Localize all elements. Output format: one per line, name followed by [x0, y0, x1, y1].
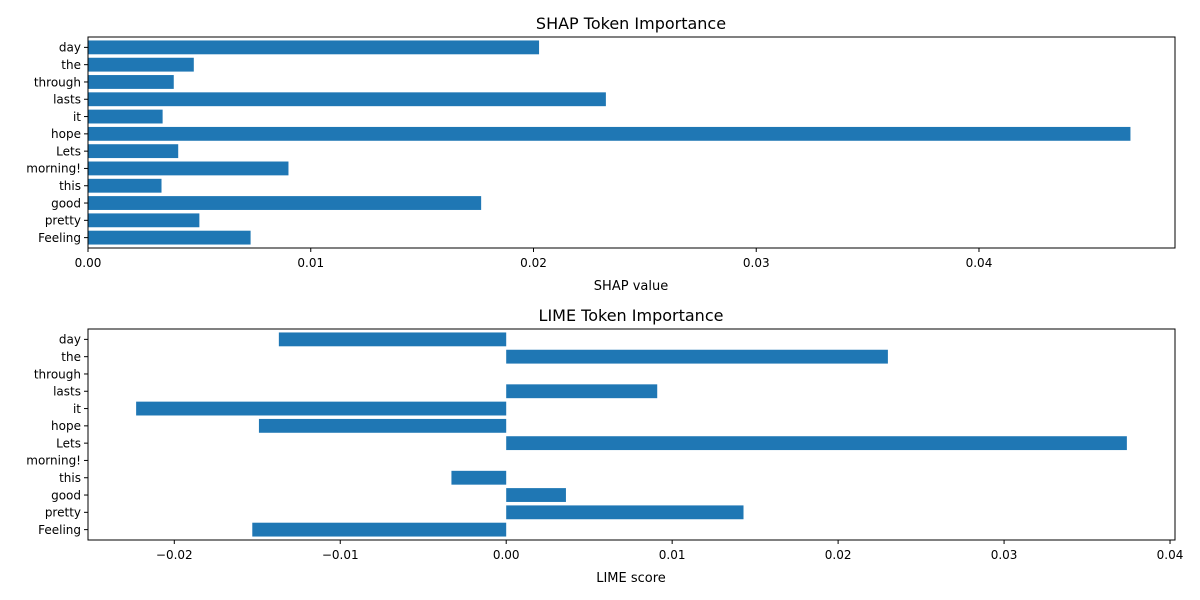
shap-y-tick-label-1: pretty [45, 214, 81, 228]
shap-chart: SHAP Token Importance Feeling pretty good t… [26, 14, 1176, 294]
lime-bar-10 [506, 349, 888, 364]
shap-bars [88, 40, 1131, 245]
shap-bar-0 [88, 230, 251, 245]
lime-bar-6 [258, 418, 507, 433]
lime-chart-title: LIME Token Importance [539, 306, 724, 325]
shap-bar-4 [88, 161, 289, 176]
lime-y-tick-label-3: this [59, 471, 81, 485]
lime-x-tick-label-3: 0.01 [659, 548, 686, 562]
lime-bar-1 [506, 505, 744, 520]
shap-x-tick-label-0: 0.00 [75, 256, 102, 270]
lime-bars [136, 332, 1127, 537]
lime-chart: LIME Token Importance Feeling pretty good t… [26, 306, 1183, 586]
lime-x-axis-label: LIME score [596, 571, 666, 586]
shap-bar-6 [88, 126, 1131, 141]
shap-bar-7 [88, 109, 163, 124]
shap-bar-3 [88, 178, 162, 193]
lime-y-tick-label-7: it [73, 402, 81, 416]
shap-bar-10 [88, 57, 194, 72]
shap-y-tick-label-4: morning! [26, 162, 81, 176]
shap-x-axis-label: SHAP value [594, 279, 668, 294]
shap-bar-2 [88, 196, 482, 210]
shap-bar-9 [88, 75, 174, 89]
shap-y-ticks: Feeling pretty good this morning! Lets hope it l… [26, 41, 88, 245]
lime-bar-8 [506, 384, 658, 399]
lime-plot-frame [87, 328, 1176, 541]
lime-bar-11 [278, 332, 507, 347]
lime-y-tick-label-6: hope [51, 419, 81, 433]
lime-x-ticks: −0.02 −0.01 0.00 0.01 0.02 0.03 0.04 [156, 540, 1183, 562]
shap-chart-title: SHAP Token Importance [536, 14, 726, 33]
shap-plot-frame [87, 36, 1176, 249]
shap-y-tick-label-8: lasts [53, 93, 81, 107]
shap-x-tick-label-2: 0.02 [520, 256, 547, 270]
shap-y-tick-label-9: through [34, 75, 81, 89]
shap-y-tick-label-10: the [61, 58, 81, 72]
shap-x-tick-label-1: 0.01 [297, 256, 324, 270]
lime-bar-2 [506, 488, 566, 502]
shap-bar-11 [88, 40, 540, 55]
lime-x-tick-label-4: 0.02 [825, 548, 852, 562]
lime-y-tick-label-9: through [34, 367, 81, 381]
shap-y-tick-label-3: this [59, 179, 81, 193]
lime-y-tick-label-5: Lets [56, 436, 81, 450]
lime-x-tick-label-1: −0.01 [322, 548, 359, 562]
shap-bar-8 [88, 92, 606, 107]
shap-y-tick-label-6: hope [51, 127, 81, 141]
lime-x-tick-label-5: 0.03 [991, 548, 1018, 562]
lime-y-tick-label-10: the [61, 350, 81, 364]
lime-bar-3 [451, 470, 507, 485]
shap-bar-1 [88, 213, 200, 228]
shap-y-tick-label-2: good [51, 196, 81, 210]
lime-bar-5 [506, 436, 1127, 451]
lime-bar-7 [136, 401, 507, 416]
lime-y-tick-label-0: Feeling [38, 523, 81, 537]
lime-y-ticks: Feeling pretty good this morning! Lets hope it l… [26, 333, 88, 537]
lime-y-tick-label-8: lasts [53, 385, 81, 399]
shap-y-tick-label-0: Feeling [38, 231, 81, 245]
shap-x-ticks: 0.00 0.01 0.02 0.03 0.04 [75, 248, 993, 270]
lime-x-tick-label-0: −0.02 [156, 548, 193, 562]
shap-y-tick-label-5: Lets [56, 144, 81, 158]
shap-y-tick-label-11: day [59, 41, 81, 55]
shap-bar-5 [88, 144, 179, 159]
shap-y-tick-label-7: it [73, 110, 81, 124]
lime-y-tick-label-2: good [51, 488, 81, 502]
shap-x-tick-label-4: 0.04 [966, 256, 993, 270]
shap-x-tick-label-3: 0.03 [743, 256, 770, 270]
lime-y-tick-label-11: day [59, 333, 81, 347]
lime-x-tick-label-6: 0.04 [1157, 548, 1184, 562]
lime-bar-0 [252, 522, 507, 537]
lime-y-tick-label-4: morning! [26, 454, 81, 468]
lime-x-tick-label-2: 0.00 [493, 548, 520, 562]
lime-y-tick-label-1: pretty [45, 506, 81, 520]
